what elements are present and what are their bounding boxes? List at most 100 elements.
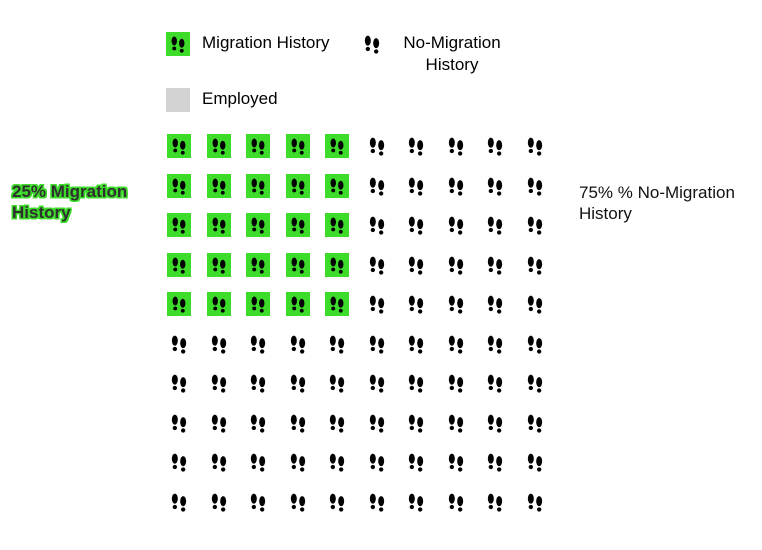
- footprints-icon: [171, 36, 185, 53]
- footprints-icon: [527, 177, 542, 196]
- waffle-cell-no-migration: [365, 371, 389, 395]
- waffle-cell-migration: [285, 134, 310, 158]
- waffle-cell-no-migration: [167, 371, 191, 395]
- legend-label-employed: Employed: [202, 89, 278, 108]
- footprints-icon: [408, 216, 424, 235]
- footprints-icon: [171, 335, 187, 354]
- waffle-cell-no-migration: [523, 450, 547, 474]
- waffle-cell-no-migration: [365, 332, 389, 356]
- footprints-icon: [369, 256, 384, 275]
- legend-swatch-employed: [166, 88, 190, 112]
- footprints-icon: [364, 35, 380, 54]
- waffle-cell-no-migration: [444, 332, 468, 356]
- footprints-icon: [448, 414, 463, 433]
- footprints-icon: [369, 493, 384, 512]
- footprints-icon: [250, 453, 266, 472]
- waffle-cell-no-migration: [483, 174, 507, 198]
- footprints-icon: [448, 295, 463, 314]
- footprints-icon: [487, 414, 503, 433]
- footprints-icon: [408, 374, 424, 393]
- footprints-icon: [448, 256, 463, 275]
- waffle-cell-no-migration: [325, 371, 349, 395]
- waffle-cell-no-migration: [325, 490, 349, 514]
- waffle-cell-no-migration: [286, 411, 310, 435]
- footprints-icon: [369, 295, 384, 314]
- footprints-icon: [251, 217, 265, 234]
- waffle-cell-migration: [325, 213, 349, 237]
- footprints-icon: [291, 178, 304, 195]
- footprints-icon: [212, 296, 225, 313]
- footprints-icon: [408, 137, 424, 156]
- waffle-cell-no-migration: [523, 253, 547, 277]
- waffle-cell-migration: [167, 292, 191, 316]
- footprints-icon: [487, 335, 503, 354]
- footprints-icon: [211, 453, 226, 472]
- footprints-icon: [527, 137, 542, 156]
- footprints-icon: [172, 178, 186, 195]
- footprints-icon: [171, 414, 187, 433]
- footprints-icon: [448, 374, 463, 393]
- waffle-cell-migration: [325, 252, 349, 277]
- footprints-icon: [369, 374, 384, 393]
- waffle-cell-no-migration: [444, 134, 468, 158]
- footprints-icon: [448, 493, 463, 512]
- waffle-cell-no-migration: [404, 134, 428, 158]
- footprints-icon: [250, 493, 266, 512]
- waffle-cell-no-migration: [404, 490, 428, 514]
- waffle-cell-no-migration: [444, 450, 468, 474]
- waffle-cell-no-migration: [207, 490, 231, 514]
- waffle-cell-no-migration: [523, 292, 547, 316]
- footprints-icon: [211, 335, 226, 354]
- footprints-icon: [408, 256, 424, 275]
- footprints-icon: [408, 453, 424, 472]
- waffle-cell-no-migration: [286, 332, 310, 356]
- waffle-cell-migration: [246, 134, 270, 158]
- waffle-cell-no-migration: [365, 134, 389, 158]
- waffle-cell-no-migration: [404, 450, 428, 474]
- waffle-cell-no-migration: [483, 332, 507, 356]
- footprints-icon: [448, 137, 463, 156]
- waffle-cell-no-migration: [444, 253, 468, 277]
- waffle-cell-no-migration: [523, 411, 547, 435]
- waffle-cell-migration: [246, 173, 270, 198]
- footprints-icon: [369, 414, 384, 433]
- waffle-cell-no-migration: [483, 371, 507, 395]
- waffle-cell-no-migration: [167, 450, 191, 474]
- footprints-icon: [172, 257, 186, 274]
- footprints-icon: [448, 453, 463, 472]
- footprints-icon: [171, 374, 187, 393]
- footprints-icon: [330, 178, 344, 195]
- waffle-cell-no-migration: [523, 134, 547, 158]
- footprints-icon: [329, 493, 345, 512]
- waffle-cell-no-migration: [404, 411, 428, 435]
- callout-no-migration-percent: 75% % No-Migration History: [579, 183, 735, 223]
- waffle-cell-no-migration: [365, 213, 389, 237]
- waffle-cell-migration: [246, 292, 270, 316]
- waffle-cell-migration: [206, 252, 231, 277]
- waffle-cell-no-migration: [325, 411, 349, 435]
- waffle-cell-no-migration: [207, 332, 231, 356]
- waffle-cell-no-migration: [365, 411, 389, 435]
- waffle-cell-no-migration: [207, 411, 231, 435]
- waffle-cell-no-migration: [246, 450, 270, 474]
- waffle-cell-no-migration: [365, 292, 389, 316]
- waffle-cell-migration: [206, 173, 231, 198]
- waffle-cell-no-migration: [246, 490, 270, 514]
- waffle-cell-no-migration: [404, 174, 428, 198]
- footprints-icon: [171, 453, 187, 472]
- waffle-cell-no-migration: [444, 371, 468, 395]
- footprints-icon: [171, 493, 187, 512]
- footprints-icon: [212, 138, 225, 155]
- waffle-cell-no-migration: [483, 490, 507, 514]
- footprints-icon: [172, 217, 186, 234]
- footprints-icon: [211, 374, 226, 393]
- legend-item-migration: Migration History: [166, 32, 330, 56]
- waffle-cell-no-migration: [483, 134, 507, 158]
- waffle-cell-no-migration: [444, 490, 468, 514]
- footprints-icon: [251, 296, 265, 313]
- footprints-icon: [527, 453, 542, 472]
- footprints-icon: [251, 178, 265, 195]
- footprints-icon: [212, 178, 225, 195]
- footprints-icon: [408, 177, 424, 196]
- footprints-icon: [291, 217, 304, 234]
